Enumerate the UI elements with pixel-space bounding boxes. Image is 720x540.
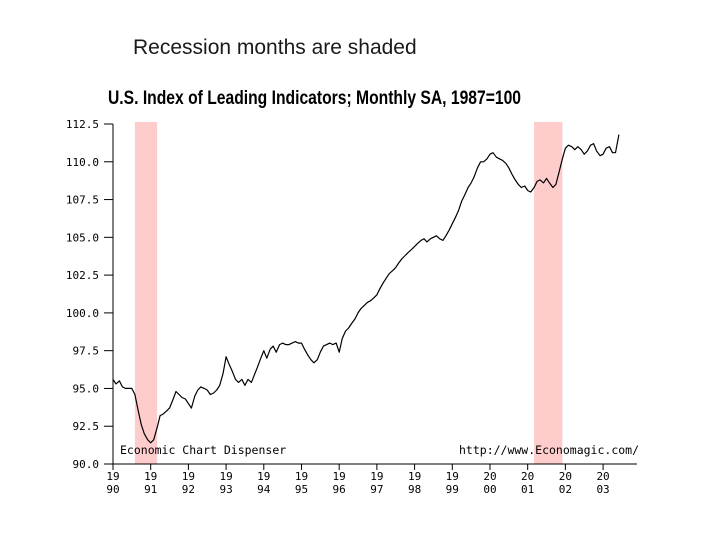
recession-bands bbox=[134, 122, 563, 464]
x-tick-label-top: 20 bbox=[559, 470, 572, 483]
recession-band-2 bbox=[534, 122, 563, 464]
recession-band-1 bbox=[134, 122, 158, 464]
y-tick-label: 105.0 bbox=[66, 231, 99, 244]
x-tick-label-top: 19 bbox=[106, 470, 119, 483]
y-tick-label: 97.5 bbox=[73, 345, 100, 358]
credit-right: http://www.Economagic.com/ bbox=[459, 443, 639, 457]
x-tick-label-bottom: 92 bbox=[182, 483, 195, 496]
x-tick-label-top: 19 bbox=[144, 470, 157, 483]
x-tick-label-bottom: 94 bbox=[257, 483, 271, 496]
x-tick-label-bottom: 02 bbox=[559, 483, 572, 496]
y-tick-label: 95.0 bbox=[73, 382, 100, 395]
x-tick-label-top: 19 bbox=[219, 470, 232, 483]
x-tick-label-top: 20 bbox=[596, 470, 609, 483]
series-layer bbox=[112, 134, 620, 444]
x-tick-label-top: 20 bbox=[521, 470, 534, 483]
x-tick-label-bottom: 93 bbox=[219, 483, 232, 496]
x-tick-label-top: 19 bbox=[408, 470, 421, 483]
x-tick-label-bottom: 98 bbox=[408, 483, 421, 496]
x-tick-label-bottom: 91 bbox=[144, 483, 157, 496]
slide-note: Recession months are shaded bbox=[133, 36, 417, 59]
x-tick-label-bottom: 00 bbox=[483, 483, 496, 496]
y-tick-label: 107.5 bbox=[66, 194, 99, 207]
x-tick-label-bottom: 96 bbox=[333, 483, 346, 496]
y-tick-label: 90.0 bbox=[73, 458, 100, 471]
x-tick-label-bottom: 97 bbox=[370, 483, 383, 496]
x-tick-label-bottom: 95 bbox=[295, 483, 308, 496]
x-tick-label-bottom: 01 bbox=[521, 483, 534, 496]
y-tick-label: 102.5 bbox=[66, 269, 99, 282]
y-tick-label: 92.5 bbox=[73, 420, 100, 433]
x-tick-label-bottom: 90 bbox=[106, 483, 119, 496]
y-tick-label: 110.0 bbox=[66, 156, 99, 169]
x-tick-label-top: 19 bbox=[333, 470, 346, 483]
chart-title: U.S. Index of Leading Indicators; Monthl… bbox=[108, 88, 521, 109]
y-tick-label: 112.5 bbox=[66, 118, 99, 131]
y-axis-ticks: 112.5 110.0 107.5 105.0 102.5 100.0 97.5 95.0 92… bbox=[66, 118, 113, 471]
y-tick-label: 100.0 bbox=[66, 307, 99, 320]
x-tick-label-top: 19 bbox=[446, 470, 459, 483]
x-axis-ticks: 1990199119921993199419951996199719981999… bbox=[106, 464, 610, 496]
x-tick-label-top: 19 bbox=[182, 470, 195, 483]
x-tick-label-top: 19 bbox=[370, 470, 383, 483]
x-tick-label-top: 19 bbox=[295, 470, 308, 483]
x-tick-label-top: 19 bbox=[257, 470, 270, 483]
axes bbox=[112, 124, 637, 465]
x-tick-label-bottom: 03 bbox=[596, 483, 609, 496]
credit-left: Economic Chart Dispenser bbox=[120, 443, 286, 457]
x-tick-label-bottom: 99 bbox=[446, 483, 459, 496]
x-tick-label-top: 20 bbox=[483, 470, 496, 483]
series-line-1 bbox=[112, 134, 620, 444]
